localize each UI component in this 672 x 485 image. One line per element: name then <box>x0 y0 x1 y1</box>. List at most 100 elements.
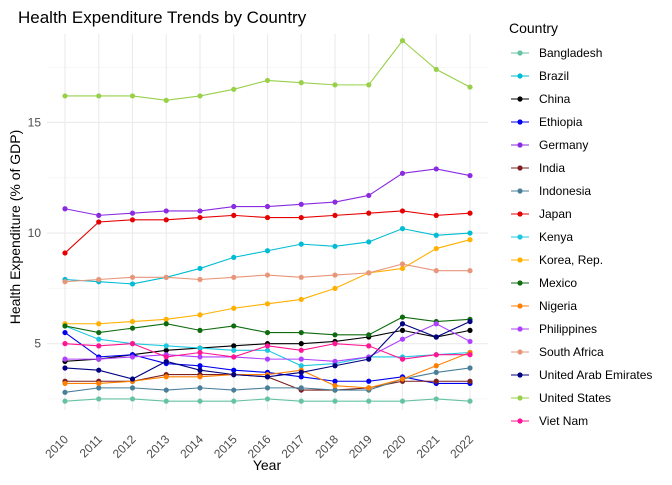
data-point <box>197 276 203 283</box>
legend-marker <box>517 372 523 378</box>
data-point <box>62 323 68 329</box>
data-point <box>129 325 136 331</box>
data-point <box>366 332 372 338</box>
series-korea-rep <box>62 237 473 327</box>
data-point <box>467 84 473 90</box>
legend-label: Brazil <box>539 69 569 83</box>
legend-label: Korea, Rep. <box>539 253 603 267</box>
data-point <box>332 82 338 88</box>
data-point <box>332 378 338 384</box>
grid-layer <box>47 34 488 410</box>
data-point <box>467 365 473 371</box>
data-point <box>62 365 68 371</box>
legend-item-viet-nam: Viet Nam <box>511 414 588 428</box>
legend-item-japan: Japan <box>511 207 572 221</box>
legend-label: United Arab Emirates <box>539 368 652 382</box>
data-point <box>467 327 473 333</box>
data-point <box>298 398 304 404</box>
data-point <box>298 214 304 221</box>
legend-marker <box>517 188 523 194</box>
legend-label: Indonesia <box>539 184 591 198</box>
data-point <box>264 385 271 391</box>
x-tick-label: 2013 <box>144 432 173 461</box>
legend-marker <box>517 119 523 125</box>
data-point <box>433 321 439 327</box>
data-point <box>129 376 136 382</box>
data-point <box>298 385 304 391</box>
data-point <box>332 285 338 291</box>
legend-item-nigeria: Nigeria <box>511 299 577 313</box>
legend-label: South Africa <box>539 345 604 359</box>
legend-marker <box>517 326 523 332</box>
data-point <box>96 385 102 391</box>
legend-item-germany: Germany <box>511 138 588 152</box>
data-point <box>264 272 271 278</box>
series-bangladesh <box>62 396 473 404</box>
data-point <box>366 192 372 199</box>
legend-marker <box>517 303 523 309</box>
data-point <box>399 265 406 272</box>
data-point <box>62 389 68 395</box>
legend-label: Germany <box>539 138 588 152</box>
data-point <box>366 385 372 391</box>
data-point <box>433 232 439 238</box>
data-point <box>96 396 102 402</box>
legend-label: Bangladesh <box>539 46 602 60</box>
data-point <box>197 327 203 333</box>
data-point <box>366 239 372 245</box>
data-point <box>298 296 304 303</box>
legend-marker <box>517 211 523 217</box>
data-point <box>332 332 338 338</box>
legend-item-ethiopia: Ethiopia <box>511 115 583 129</box>
data-point <box>332 272 338 278</box>
data-point <box>62 356 68 362</box>
legend-marker <box>517 280 523 286</box>
legend-item-united-states: United States <box>511 391 611 405</box>
data-point <box>96 367 102 373</box>
data-point <box>129 274 136 280</box>
data-point <box>62 206 68 212</box>
data-point <box>332 199 338 205</box>
data-point <box>264 343 271 349</box>
series-united-states <box>62 38 473 103</box>
data-point <box>96 336 102 342</box>
data-point <box>96 276 102 283</box>
data-point <box>298 369 304 375</box>
data-point <box>96 343 102 349</box>
legend-label: Ethiopia <box>539 115 583 129</box>
data-point <box>231 323 237 329</box>
legend-label: India <box>539 161 565 175</box>
data-point <box>298 356 304 362</box>
data-point <box>129 385 136 391</box>
data-point <box>163 316 169 322</box>
data-point <box>163 274 169 280</box>
x-tick-label: 2010 <box>42 432 71 461</box>
data-point <box>264 77 271 84</box>
data-point <box>231 347 237 353</box>
legend-marker <box>517 234 523 240</box>
data-point <box>62 380 68 387</box>
data-point <box>163 321 169 327</box>
data-point <box>231 398 237 404</box>
legend-item-kenya: Kenya <box>511 230 573 244</box>
data-point <box>332 212 338 218</box>
x-tick-label: 2011 <box>77 432 105 460</box>
legend-label: United States <box>539 391 611 405</box>
data-point <box>298 80 304 86</box>
data-point <box>62 329 68 336</box>
data-point <box>197 354 203 360</box>
data-point <box>231 387 237 393</box>
legend-item-india: India <box>511 161 565 175</box>
chart-title: Health Expenditure Trends by Country <box>18 8 307 27</box>
data-point <box>96 356 102 362</box>
x-tick-label: 2015 <box>211 432 240 461</box>
series-japan <box>62 208 473 256</box>
data-point <box>264 347 271 353</box>
data-point <box>129 217 136 223</box>
data-point <box>467 268 473 274</box>
data-point <box>231 86 237 92</box>
data-point <box>264 214 271 221</box>
legend: Country Bangladesh Brazil China Ethiopia Ger… <box>509 20 652 428</box>
y-tick-label: 15 <box>28 115 42 129</box>
